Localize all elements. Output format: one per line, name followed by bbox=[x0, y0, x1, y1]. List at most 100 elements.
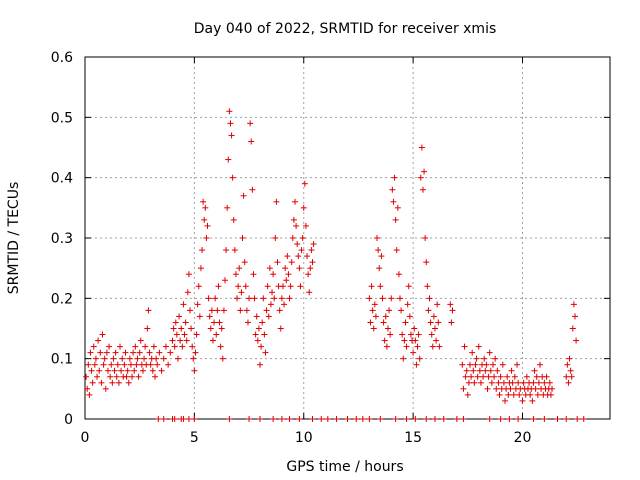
data-point bbox=[122, 349, 129, 356]
data-point bbox=[304, 253, 311, 260]
data-point bbox=[176, 313, 183, 320]
y-tick-label: 0 bbox=[64, 412, 73, 428]
data-point bbox=[487, 367, 494, 374]
data-point bbox=[96, 367, 103, 374]
data-point bbox=[432, 325, 438, 332]
data-point bbox=[270, 271, 277, 278]
data-point bbox=[367, 319, 374, 326]
data-point bbox=[469, 349, 476, 356]
data-point bbox=[98, 379, 105, 386]
data-point bbox=[460, 416, 467, 422]
data-point bbox=[413, 361, 420, 368]
data-point bbox=[308, 247, 315, 254]
data-point bbox=[481, 355, 488, 362]
data-point bbox=[115, 379, 122, 386]
data-point bbox=[259, 319, 266, 326]
x-tick-label: 20 bbox=[514, 430, 532, 446]
data-point bbox=[127, 361, 134, 368]
x-tick-label: 5 bbox=[190, 430, 199, 446]
data-point bbox=[293, 222, 300, 229]
data-point bbox=[283, 277, 290, 284]
data-point bbox=[224, 204, 231, 211]
data-point bbox=[500, 379, 507, 386]
data-point bbox=[547, 391, 554, 398]
data-point bbox=[254, 337, 261, 344]
data-point bbox=[114, 361, 121, 368]
data-point bbox=[265, 313, 272, 320]
data-point bbox=[274, 259, 281, 266]
data-point bbox=[307, 265, 314, 272]
data-point bbox=[523, 373, 530, 380]
data-point bbox=[123, 373, 130, 380]
data-point bbox=[301, 180, 308, 187]
data-point bbox=[492, 355, 499, 362]
data-point bbox=[220, 307, 227, 314]
data-point bbox=[133, 361, 140, 368]
data-point bbox=[132, 343, 139, 350]
data-point bbox=[318, 416, 325, 422]
y-tick-label: 0.4 bbox=[51, 171, 73, 187]
data-point bbox=[567, 367, 574, 374]
data-point bbox=[118, 367, 125, 374]
data-point bbox=[299, 235, 306, 241]
data-point bbox=[263, 307, 270, 314]
data-point bbox=[203, 235, 210, 241]
data-point bbox=[392, 416, 399, 422]
y-tick-label: 0.5 bbox=[51, 110, 73, 126]
data-point bbox=[580, 416, 587, 422]
data-point bbox=[277, 325, 284, 332]
data-point bbox=[510, 391, 517, 398]
data-point bbox=[150, 343, 157, 350]
data-point bbox=[88, 367, 95, 374]
data-point bbox=[124, 367, 131, 374]
data-point bbox=[424, 283, 431, 290]
data-point bbox=[435, 319, 442, 326]
data-point bbox=[543, 373, 550, 380]
data-point bbox=[165, 361, 172, 368]
data-point bbox=[112, 349, 119, 356]
data-point bbox=[214, 307, 221, 314]
data-point bbox=[489, 361, 496, 368]
data-point bbox=[255, 325, 262, 332]
data-point bbox=[135, 373, 142, 380]
data-point bbox=[206, 313, 213, 320]
data-point bbox=[177, 337, 184, 344]
data-point bbox=[400, 355, 407, 362]
chart-title: Day 040 of 2022, SRMTID for receiver xmi… bbox=[194, 21, 497, 37]
data-point bbox=[179, 343, 186, 350]
data-point bbox=[411, 325, 418, 332]
data-point bbox=[154, 361, 161, 368]
data-point bbox=[344, 416, 351, 422]
data-point bbox=[495, 379, 502, 386]
data-point bbox=[192, 349, 199, 356]
data-point bbox=[374, 235, 381, 241]
data-point bbox=[387, 331, 394, 338]
data-point bbox=[201, 216, 208, 223]
data-point bbox=[459, 361, 466, 368]
data-point bbox=[121, 361, 128, 368]
data-point bbox=[248, 138, 255, 145]
data-point bbox=[95, 337, 102, 344]
data-point bbox=[436, 343, 443, 350]
data-point bbox=[430, 313, 437, 320]
data-point bbox=[382, 313, 389, 320]
data-point bbox=[160, 355, 167, 362]
data-point bbox=[183, 337, 190, 344]
data-point bbox=[533, 373, 540, 380]
data-point bbox=[423, 259, 430, 266]
data-point bbox=[141, 355, 148, 362]
data-point bbox=[213, 331, 220, 338]
data-point bbox=[94, 373, 101, 380]
data-point bbox=[234, 295, 241, 302]
data-point bbox=[532, 385, 539, 392]
data-point bbox=[433, 337, 440, 344]
data-point bbox=[534, 391, 541, 398]
data-point bbox=[171, 416, 178, 422]
data-point bbox=[388, 295, 395, 302]
data-point bbox=[462, 373, 469, 380]
data-point bbox=[185, 271, 192, 278]
data-point bbox=[136, 349, 143, 356]
data-point bbox=[99, 331, 106, 338]
data-point bbox=[182, 319, 189, 326]
data-point bbox=[113, 373, 120, 380]
